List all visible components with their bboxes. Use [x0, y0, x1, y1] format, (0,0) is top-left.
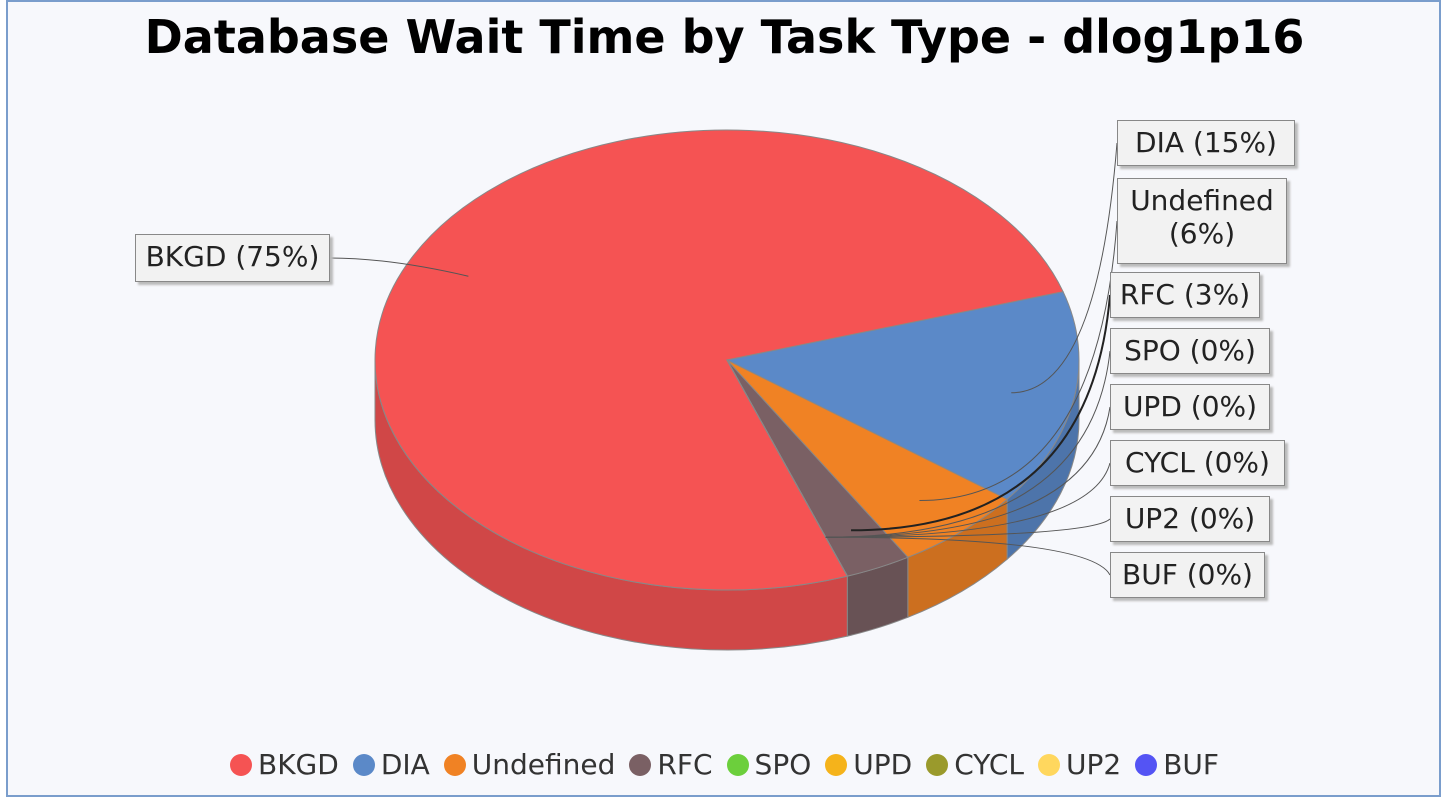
slice-label: RFC (3%) [1110, 272, 1260, 318]
legend-item: UPD [825, 748, 912, 781]
legend-marker [1135, 753, 1158, 776]
legend-label: BUF [1163, 748, 1219, 781]
legend-item: BKGD [229, 748, 339, 781]
legend-marker [629, 753, 652, 776]
legend-label: UPD [853, 748, 913, 781]
leader-line [825, 462, 1111, 538]
leader-line [825, 536, 1111, 576]
chart-title: Database Wait Time by Task Type - dlog1p… [144, 10, 1305, 64]
leader-line [1011, 142, 1118, 394]
legend: BKGD DIA Undefined RFC SPO UPD CYCL UP2 BUF [0, 748, 1449, 781]
pie-slice [374, 129, 1064, 591]
pie-slice [726, 359, 909, 577]
slice-label: CYCL (0%) [1110, 440, 1285, 486]
legend-label: BKGD [257, 748, 339, 781]
leader-line [851, 294, 1111, 532]
legend-item: UP2 [1037, 748, 1122, 781]
pie-slice [726, 359, 1009, 558]
legend-marker [825, 753, 848, 776]
legend-label: CYCL [954, 748, 1024, 781]
legend-item: DIA [352, 748, 430, 781]
legend-label: RFC [657, 748, 713, 781]
legend-item: BUF [1135, 748, 1219, 781]
legend-marker [229, 753, 252, 776]
legend-marker [443, 753, 466, 776]
legend-item: Undefined [443, 748, 616, 781]
legend-marker [1037, 753, 1060, 776]
legend-label: SPO [754, 748, 812, 781]
slice-label: BUF (0%) [1110, 552, 1265, 598]
legend-label: Undefined [471, 748, 616, 781]
leader-line [329, 257, 469, 277]
slice-label: BKGD (75%) [135, 234, 330, 282]
legend-item: SPO [726, 748, 812, 781]
legend-marker [352, 753, 375, 776]
slice-label: Undefined (6%) [1117, 178, 1287, 264]
legend-item: RFC [629, 748, 713, 781]
legend-item: CYCL [926, 748, 1024, 781]
pie-slice [726, 359, 848, 577]
slice-label: UP2 (0%) [1110, 496, 1270, 542]
leader-line [825, 350, 1111, 538]
slice-label: DIA (15%) [1117, 120, 1295, 166]
legend-marker [926, 753, 949, 776]
legend-label: UP2 [1065, 748, 1122, 781]
slice-label: SPO (0%) [1110, 328, 1270, 374]
legend-marker [726, 753, 749, 776]
pie-slice [725, 291, 1080, 500]
legend-label: DIA [380, 748, 430, 781]
leader-line [919, 220, 1118, 502]
leader-line [825, 406, 1111, 538]
leader-line [825, 518, 1111, 538]
slice-label: UPD (0%) [1110, 384, 1270, 430]
